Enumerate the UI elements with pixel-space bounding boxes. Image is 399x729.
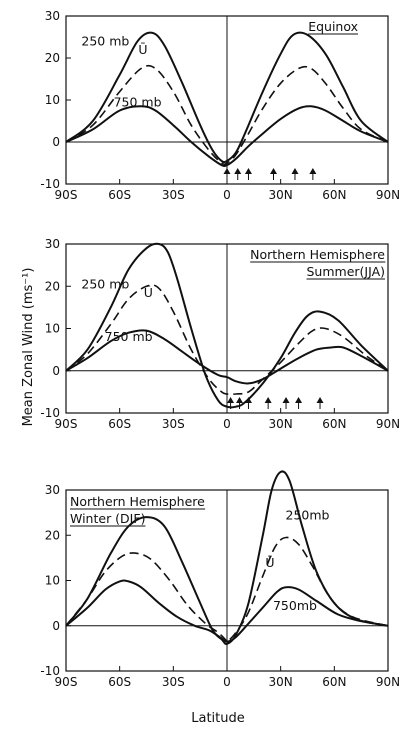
- y-tick-label: 0: [52, 135, 60, 149]
- y-tick-label: 0: [52, 364, 60, 378]
- arrow-up-icon: [282, 397, 290, 403]
- y-tick-label: 30: [45, 9, 60, 23]
- arrow-up-icon: [270, 168, 278, 174]
- series-line-1: [65, 64, 389, 166]
- x-tick-label: 60S: [108, 188, 131, 202]
- x-tick-label: 90N: [376, 417, 399, 431]
- x-tick-label: 60N: [322, 188, 346, 202]
- series-label: 250 mb: [81, 33, 129, 48]
- series-label: Ū: [138, 42, 147, 57]
- series-line-1: [65, 284, 389, 396]
- y-tick-label: -10: [40, 664, 60, 678]
- series-label: 250 mb: [81, 276, 129, 291]
- arrow-up-icon: [309, 168, 317, 174]
- x-tick-label: 30N: [269, 188, 293, 202]
- x-tick-label: 0: [223, 417, 231, 431]
- series-label: 750 mb: [114, 94, 162, 109]
- series-line-2: [65, 329, 389, 385]
- y-tick-label: 10: [45, 574, 60, 588]
- y-tick-label: 10: [45, 93, 60, 107]
- x-tick-label: 90N: [376, 675, 399, 689]
- x-tick-label: 90S: [55, 188, 78, 202]
- y-tick-label: 0: [52, 619, 60, 633]
- y-tick-label: 20: [45, 528, 60, 542]
- series-line-2: [65, 579, 389, 643]
- x-tick-label: 30S: [162, 188, 185, 202]
- arrow-up-icon: [291, 168, 299, 174]
- x-tick-label: 0: [223, 675, 231, 689]
- x-axis-label: Latitude: [191, 711, 245, 726]
- y-tick-label: -10: [40, 177, 60, 191]
- arrow-up-icon: [244, 397, 252, 403]
- x-tick-label: 90N: [376, 188, 399, 202]
- x-tick-label: 90S: [55, 417, 78, 431]
- series-line-0: [65, 242, 389, 409]
- arrow-up-icon: [316, 397, 324, 403]
- y-tick-label: 20: [45, 51, 60, 65]
- x-tick-label: 30N: [269, 417, 293, 431]
- arrow-up-icon: [264, 397, 272, 403]
- arrow-up-icon: [244, 168, 252, 174]
- panel-title: Summer(JJA): [307, 264, 386, 279]
- panel-title: Northern Hemisphere: [250, 247, 385, 262]
- y-tick-label: -10: [40, 406, 60, 420]
- arrow-up-icon: [234, 168, 242, 174]
- series-label: Ū: [144, 285, 153, 300]
- x-tick-label: 60S: [108, 675, 131, 689]
- series-label: 250mb: [286, 507, 330, 522]
- x-tick-label: 60N: [322, 675, 346, 689]
- y-tick-label: 30: [45, 483, 60, 497]
- y-tick-label: 20: [45, 279, 60, 293]
- arrow-up-icon: [227, 397, 235, 403]
- panel-title: Winter (DJF): [70, 511, 145, 526]
- x-tick-label: 60N: [322, 417, 346, 431]
- series-label: Ū: [265, 555, 274, 570]
- x-tick-label: 30N: [269, 675, 293, 689]
- y-tick-label: 30: [45, 237, 60, 251]
- series-line-0: [65, 31, 389, 164]
- x-tick-label: 60S: [108, 417, 131, 431]
- panel-title: Northern Hemisphere: [70, 494, 205, 509]
- panel-title: Equinox: [308, 19, 358, 34]
- arrow-up-icon: [223, 168, 231, 174]
- x-tick-label: 90S: [55, 675, 78, 689]
- x-tick-label: 30S: [162, 675, 185, 689]
- series-line-2: [65, 105, 389, 167]
- y-tick-label: 10: [45, 322, 60, 336]
- x-tick-label: 30S: [162, 417, 185, 431]
- y-axis-label: Mean Zonal Wind (ms⁻¹): [21, 268, 36, 427]
- series-label: 750mb: [273, 598, 317, 613]
- arrow-up-icon: [236, 397, 244, 403]
- series-label: 750 mb: [105, 329, 153, 344]
- arrow-up-icon: [295, 397, 303, 403]
- x-tick-label: 0: [223, 188, 231, 202]
